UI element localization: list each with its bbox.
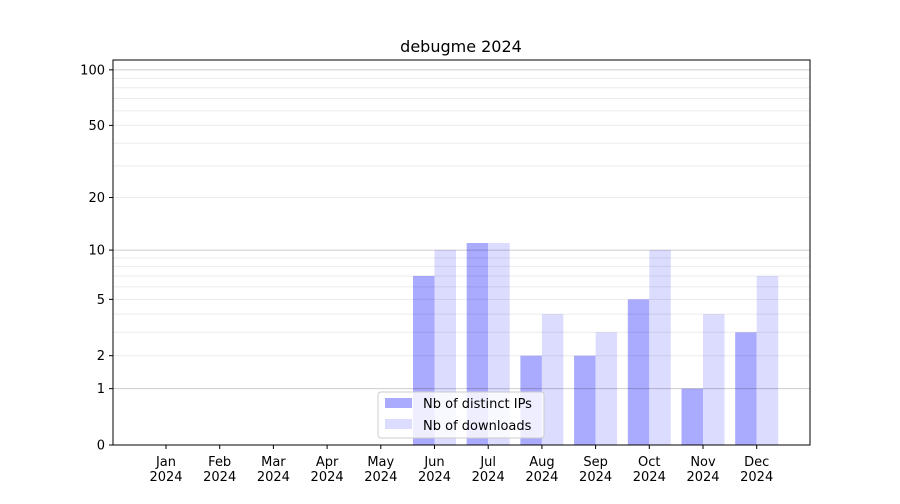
y-tick-label: 10 (88, 244, 105, 259)
y-tick-label: 50 (88, 119, 105, 134)
bar-downloads (649, 250, 671, 445)
y-tick-label: 0 (97, 439, 105, 454)
x-tick-label: Jul 2024 (472, 455, 505, 485)
bar-ips (735, 332, 757, 445)
bar-downloads (703, 314, 725, 445)
bar-downloads (541, 314, 564, 445)
x-tick-label: Feb 2024 (203, 455, 236, 485)
y-tick-label: 2 (97, 349, 105, 364)
legend-label-downloads: Nb of downloads (423, 419, 532, 434)
x-tick-label: Apr 2024 (311, 455, 344, 485)
x-tick-label: Aug 2024 (525, 455, 558, 485)
bar-ips (681, 388, 703, 445)
y-tick-label: 100 (80, 63, 105, 78)
x-tick-label: Dec 2024 (740, 455, 773, 485)
legend-label-ips: Nb of distinct IPs (423, 397, 532, 412)
legend-swatch-downloads (385, 419, 412, 429)
y-tick-label: 1 (97, 382, 105, 397)
x-tick-label: Nov 2024 (686, 455, 719, 485)
x-tick-label: Sep 2024 (579, 455, 612, 485)
legend-swatch-ips (385, 398, 412, 408)
legend: Nb of distinct IPs Nb of downloads (377, 391, 545, 439)
plot-frame (112, 59, 811, 446)
bar-ips (574, 355, 596, 445)
y-tick-label: 20 (88, 191, 105, 206)
bar-downloads (756, 275, 779, 445)
bar-ips (627, 299, 650, 445)
x-tick-label: Jan 2024 (149, 455, 182, 485)
legend-box (377, 391, 545, 439)
chart-title: debugme 2024 (400, 37, 522, 56)
x-tick-label: Oct 2024 (633, 455, 666, 485)
x-tick-label: May 2024 (364, 455, 397, 485)
bar-downloads (595, 332, 618, 445)
x-tick-label: Jun 2024 (418, 455, 451, 485)
x-tick-label: Mar 2024 (257, 455, 290, 485)
y-tick-label: 5 (97, 293, 105, 308)
